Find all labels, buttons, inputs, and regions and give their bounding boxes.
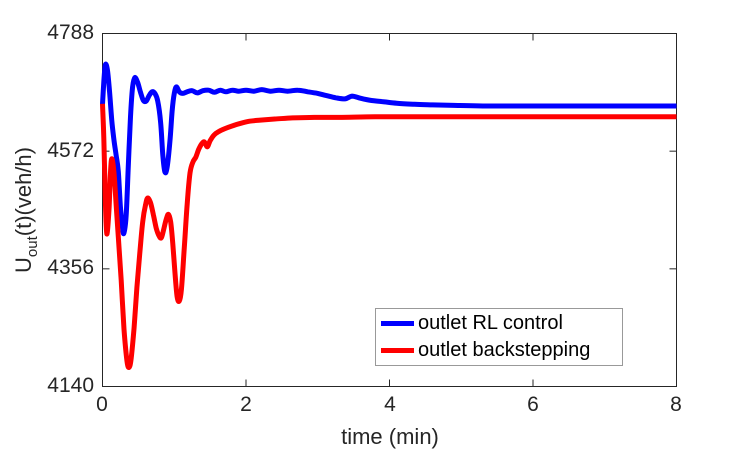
x-tick-label: 4: [384, 393, 396, 416]
legend-item-backstepping: outlet backstepping: [376, 337, 622, 364]
legend-line-sample-blue: [381, 321, 414, 326]
x-tick-label: 6: [527, 393, 539, 416]
x-tick-label: 0: [96, 393, 108, 416]
series-line-0: [100, 61, 677, 237]
legend-item-rl-control: outlet RL control: [376, 310, 622, 337]
legend-label: outlet RL control: [418, 312, 563, 334]
legend: outlet RL control outlet backstepping: [375, 308, 623, 366]
x-tick-label: 2: [240, 393, 252, 416]
y-axis-label: Uout(t)(veh/h): [11, 147, 41, 273]
y-tick-label: 4140: [47, 374, 94, 397]
legend-line-sample-red: [381, 348, 414, 353]
y-tick-label: 4788: [47, 21, 94, 44]
x-axis-label: time (min): [341, 424, 439, 449]
y-tick-label: 4572: [47, 139, 94, 162]
x-tick-label: 8: [670, 393, 682, 416]
series-line-1: [100, 103, 677, 370]
legend-label: outlet backstepping: [418, 339, 591, 361]
y-tick-label: 4356: [47, 256, 94, 279]
